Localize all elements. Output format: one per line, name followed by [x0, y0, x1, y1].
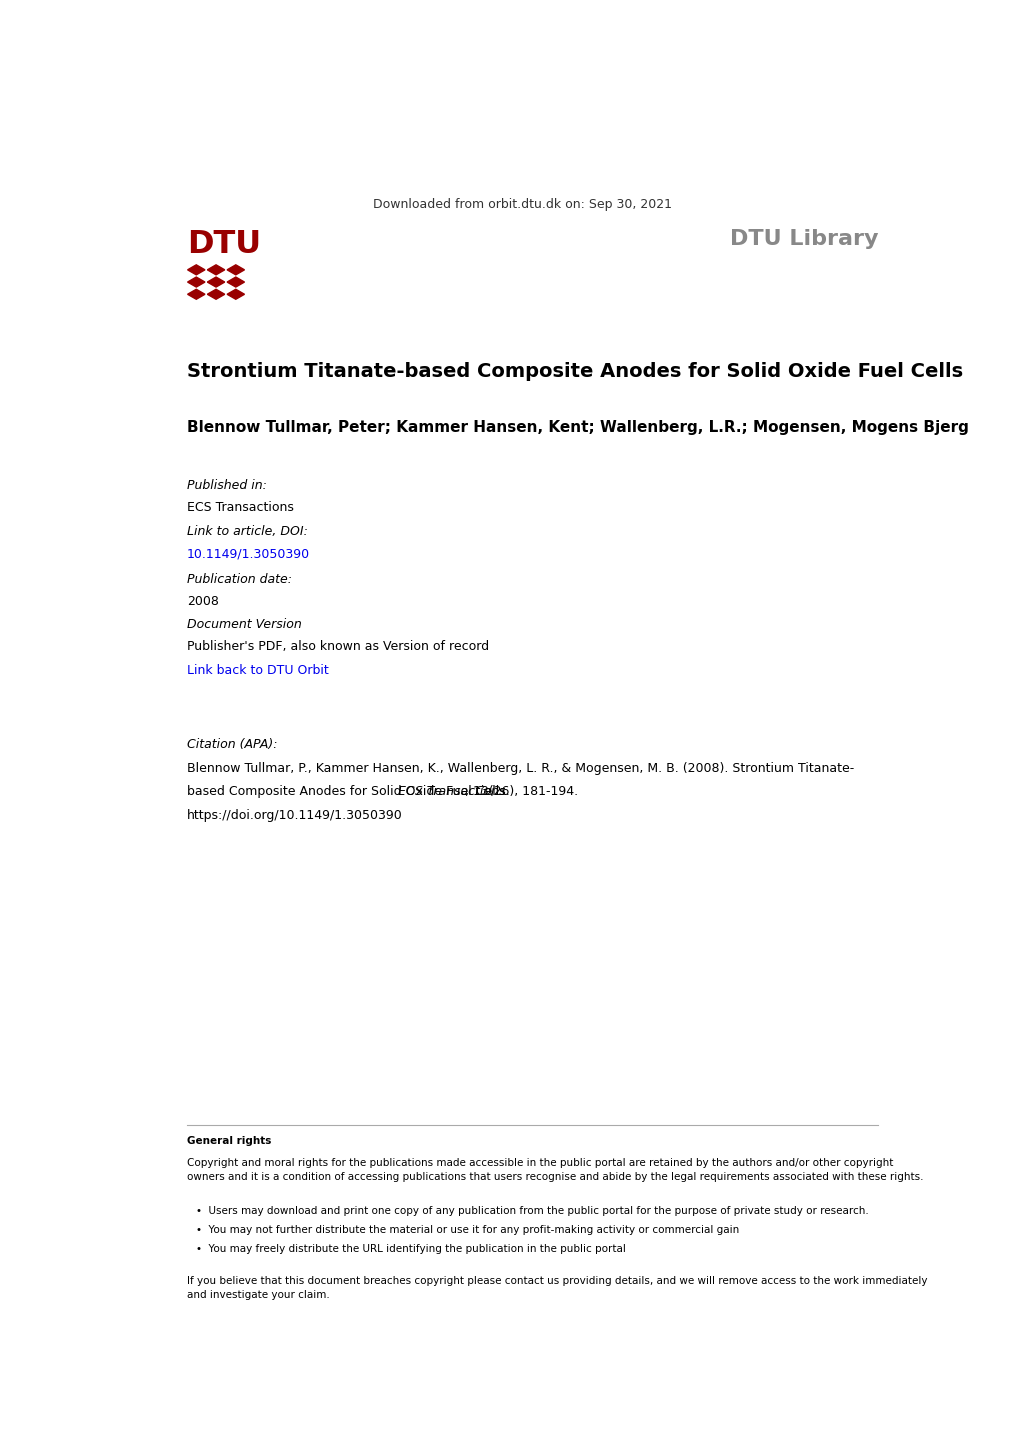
- Text: •  You may not further distribute the material or use it for any profit-making a: • You may not further distribute the mat…: [196, 1225, 739, 1235]
- Text: ECS Transactions: ECS Transactions: [186, 501, 293, 514]
- Text: General rights: General rights: [186, 1137, 271, 1147]
- Text: based Composite Anodes for Solid Oxide Fuel Cells.: based Composite Anodes for Solid Oxide F…: [186, 785, 513, 798]
- Polygon shape: [227, 266, 245, 274]
- Text: 2008: 2008: [186, 596, 218, 609]
- Text: •  Users may download and print one copy of any publication from the public port: • Users may download and print one copy …: [196, 1206, 868, 1216]
- Text: Copyright and moral rights for the publications made accessible in the public po: Copyright and moral rights for the publi…: [186, 1157, 922, 1182]
- Text: Link to article, DOI:: Link to article, DOI:: [186, 525, 308, 538]
- Polygon shape: [187, 277, 205, 287]
- Text: Blennow Tullmar, P., Kammer Hansen, K., Wallenberg, L. R., & Mogensen, M. B. (20: Blennow Tullmar, P., Kammer Hansen, K., …: [186, 762, 853, 775]
- Polygon shape: [207, 277, 224, 287]
- Text: Citation (APA):: Citation (APA):: [186, 737, 277, 750]
- Text: Downloaded from orbit.dtu.dk on: Sep 30, 2021: Downloaded from orbit.dtu.dk on: Sep 30,…: [373, 198, 672, 211]
- Text: https://doi.org/10.1149/1.3050390: https://doi.org/10.1149/1.3050390: [186, 808, 403, 821]
- Text: Publication date:: Publication date:: [186, 573, 291, 586]
- Polygon shape: [187, 266, 205, 274]
- Text: Document Version: Document Version: [186, 618, 302, 631]
- Text: Strontium Titanate-based Composite Anodes for Solid Oxide Fuel Cells: Strontium Titanate-based Composite Anode…: [186, 362, 962, 381]
- Text: ECS Transactions: ECS Transactions: [398, 785, 505, 798]
- Text: Blennow Tullmar, Peter; Kammer Hansen, Kent; Wallenberg, L.R.; Mogensen, Mogens : Blennow Tullmar, Peter; Kammer Hansen, K…: [186, 420, 968, 434]
- Polygon shape: [207, 266, 224, 274]
- Text: Published in:: Published in:: [186, 479, 266, 492]
- Polygon shape: [207, 289, 224, 299]
- Text: Link back to DTU Orbit: Link back to DTU Orbit: [186, 664, 328, 677]
- Text: Publisher's PDF, also known as Version of record: Publisher's PDF, also known as Version o…: [186, 639, 488, 652]
- Text: DTU: DTU: [186, 228, 261, 260]
- Polygon shape: [187, 289, 205, 299]
- Text: , 13(26), 181-194.: , 13(26), 181-194.: [465, 785, 578, 798]
- Text: DTU Library: DTU Library: [730, 228, 877, 248]
- Text: If you believe that this document breaches copyright please contact us providing: If you believe that this document breach…: [186, 1277, 926, 1300]
- Text: 10.1149/1.3050390: 10.1149/1.3050390: [186, 547, 310, 560]
- Polygon shape: [227, 277, 245, 287]
- Polygon shape: [227, 289, 245, 299]
- Text: •  You may freely distribute the URL identifying the publication in the public p: • You may freely distribute the URL iden…: [196, 1244, 626, 1254]
